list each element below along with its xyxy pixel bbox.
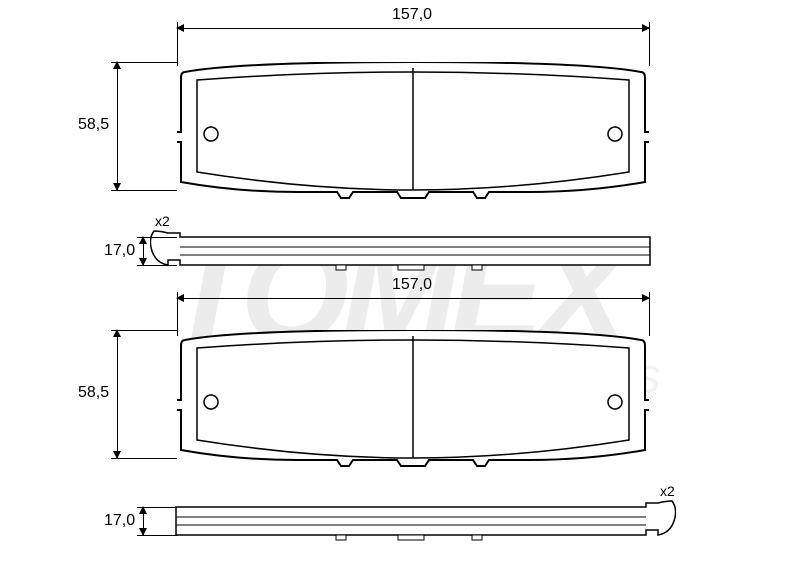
dim-top-width-label: 157,0 xyxy=(392,6,432,24)
dim-bot-height-label: 58,5 xyxy=(78,384,109,402)
dim-top-width-ext-right xyxy=(649,22,650,66)
technical-drawing: 157,0 58,5 17,0 157,0 58,5 17,0 x2 x2 xyxy=(0,0,786,585)
dim-bot-thick-line xyxy=(143,507,144,535)
top-pad-side-svg xyxy=(150,225,676,275)
dim-bot-thick-label: 17,0 xyxy=(104,512,135,530)
qty-clip-top: x2 xyxy=(155,213,170,229)
bottom-pad-side-svg xyxy=(150,495,676,545)
bottom-pad-side-view xyxy=(150,495,676,545)
dim-bot-width-ext-left xyxy=(177,292,178,336)
bottom-pad-face-svg xyxy=(177,330,649,470)
dim-bot-height-ext-top xyxy=(111,330,177,331)
dim-top-height-line xyxy=(117,62,118,190)
qty-clip-bottom: x2 xyxy=(660,483,675,499)
top-pad-side-view xyxy=(150,225,676,275)
dim-top-height-ext-top xyxy=(111,62,177,63)
bottom-pad-face-view xyxy=(177,330,649,458)
dim-bot-height-ext-bot xyxy=(111,458,177,459)
dim-top-height-label: 58,5 xyxy=(78,116,109,134)
dim-bot-height-line xyxy=(117,330,118,458)
dim-top-height-ext-bot xyxy=(111,190,177,191)
dim-bot-thick-ext-bot xyxy=(137,535,177,536)
dim-bot-thick-ext-top xyxy=(137,507,177,508)
top-pad-face-view xyxy=(177,62,649,190)
dim-mid-thick-ext-top xyxy=(137,237,177,238)
dim-top-width-line xyxy=(177,28,649,29)
dim-bot-width-label: 157,0 xyxy=(392,276,432,294)
dim-mid-thick-label: 17,0 xyxy=(104,242,135,260)
dim-bot-width-line xyxy=(177,298,649,299)
dim-bot-width-ext-right xyxy=(649,292,650,336)
top-pad-face-svg xyxy=(177,62,649,202)
dim-top-width-ext-left xyxy=(177,22,178,66)
dim-mid-thick-line xyxy=(143,237,144,265)
dim-mid-thick-ext-bot xyxy=(137,265,177,266)
